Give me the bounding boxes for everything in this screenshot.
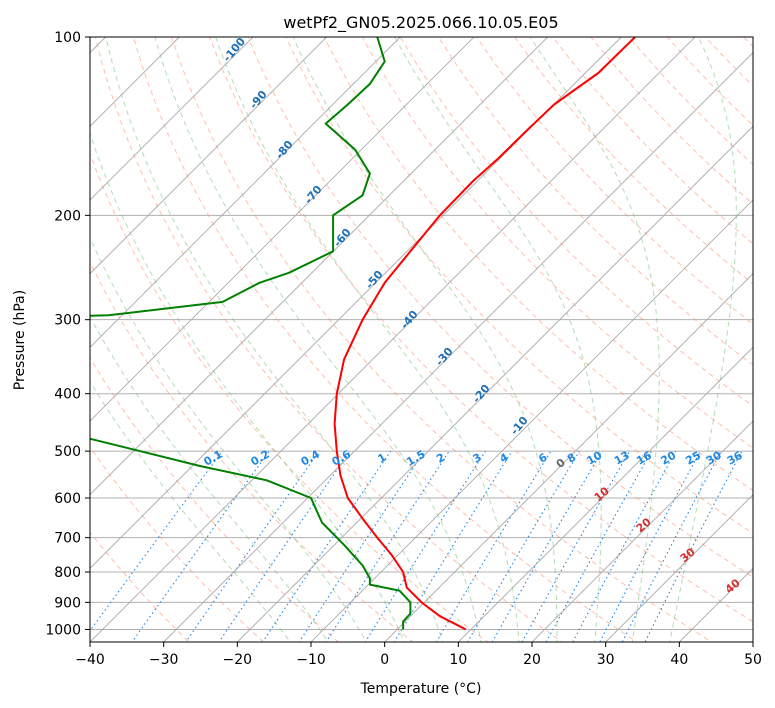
plot-frame [89, 36, 754, 643]
x-tick-label: 50 [744, 652, 762, 668]
dewpoint-profile [90, 37, 412, 630]
y-tick-label: 500 [54, 444, 81, 460]
isotherm-line [90, 37, 328, 275]
isotherm-line [90, 37, 696, 642]
mixing-ratio-lines [90, 450, 743, 642]
x-tick-label: 10 [449, 652, 467, 668]
dry-adiabat-line [90, 260, 414, 642]
plot-area: 0.1 0.2 0.4 0.6 1 1.5 2 3 4 6 8 10 13 16 20 25 30 36-100-… [90, 37, 753, 642]
dry-adiabat-line [90, 356, 339, 642]
moist-adiabat-line [90, 131, 406, 642]
moist-adiabats [90, 37, 737, 642]
mixing-ratio-line [218, 450, 351, 642]
dry-adiabat-line [399, 37, 753, 407]
isotherm-line [531, 420, 753, 642]
x-tick-label: 30 [597, 652, 615, 668]
y-tick-label: 100 [54, 30, 81, 46]
moist-adiabat-line [215, 37, 520, 642]
y-tick-label: 200 [54, 208, 81, 224]
dry-adiabats [90, 37, 753, 642]
moist-adiabat-line [105, 37, 444, 642]
mixing-ratio-line [393, 450, 513, 642]
dry-adiabat-line [94, 37, 564, 642]
x-tick-label: 0 [380, 652, 389, 668]
y-tick-label: 1000 [45, 622, 81, 638]
dry-adiabat-line [323, 37, 753, 491]
data-series [90, 37, 636, 631]
temperature-profile [333, 37, 636, 631]
x-tick-label: 40 [670, 652, 688, 668]
y-tick-label: 300 [54, 313, 81, 329]
x-tick-label: −10 [296, 652, 326, 668]
mixing-ratio-line [572, 450, 677, 642]
isotherm-line [310, 199, 753, 642]
isotherm-line [457, 346, 753, 642]
y-axis: 100 200 300 400 500 600 700 800 900 1000 [45, 30, 90, 638]
y-tick-label: 700 [54, 531, 81, 547]
isotherm-line [90, 37, 401, 348]
isotherm-line [90, 37, 475, 422]
isotherm-line [90, 37, 549, 496]
y-tick-label: 900 [54, 595, 81, 611]
isotherm-line [90, 37, 180, 127]
y-tick-label: 400 [54, 387, 81, 403]
moist-adiabat-line [394, 37, 602, 642]
mixing-ratio-line [599, 450, 701, 642]
isotherm-line [163, 52, 753, 642]
isotherm-line [90, 37, 254, 201]
mixing-ratio-line [644, 450, 743, 642]
chart-title: wetPf2_GN05.2025.066.10.05.E05 [283, 13, 558, 33]
mixing-ratio-line [90, 450, 223, 632]
moist-adiabat-line [154, 37, 482, 642]
mixing-ratio-line [545, 450, 653, 642]
dry-adiabat-line [171, 37, 713, 642]
skewed-isotherms [90, 37, 753, 642]
dry-adiabat-line [90, 446, 265, 642]
y-axis-label: Pressure (hPa) [12, 290, 28, 390]
x-tick-label: −30 [149, 652, 179, 668]
dry-adiabat-line [132, 37, 638, 642]
dry-adiabat-line [90, 152, 489, 642]
moist-adiabat-line [90, 236, 367, 642]
dry-adiabat-line [437, 37, 753, 366]
y-tick-label: 800 [54, 565, 81, 581]
moist-adiabat-line [292, 37, 558, 642]
dry-adiabat-line [209, 37, 753, 623]
mixing-ratio-line [491, 450, 603, 642]
isotherm-line [384, 273, 753, 642]
dry-adiabat-line [247, 37, 753, 578]
isotherm-line [605, 494, 753, 642]
x-tick-label: −40 [75, 652, 105, 668]
moist-adiabat-line [90, 380, 291, 642]
moist-adiabat-line [669, 37, 737, 642]
mixing-ratio-line [325, 450, 450, 642]
moist-adiabat-line [529, 37, 660, 642]
y-tick-label: 600 [54, 491, 81, 507]
x-tick-label: 20 [523, 652, 541, 668]
x-axis: −40 −30 −20 −10 0 10 20 30 40 50 [75, 642, 762, 668]
mixing-ratio-line [466, 450, 580, 642]
mixing-ratio-line [621, 450, 722, 642]
x-tick-label: −20 [223, 652, 253, 668]
isotherm-line [236, 125, 753, 642]
mixing-ratio-line [521, 450, 630, 642]
mixing-ratio-line [435, 450, 552, 642]
dry-adiabat-line [285, 37, 753, 535]
x-axis-label: Temperature (°C) [360, 681, 482, 697]
